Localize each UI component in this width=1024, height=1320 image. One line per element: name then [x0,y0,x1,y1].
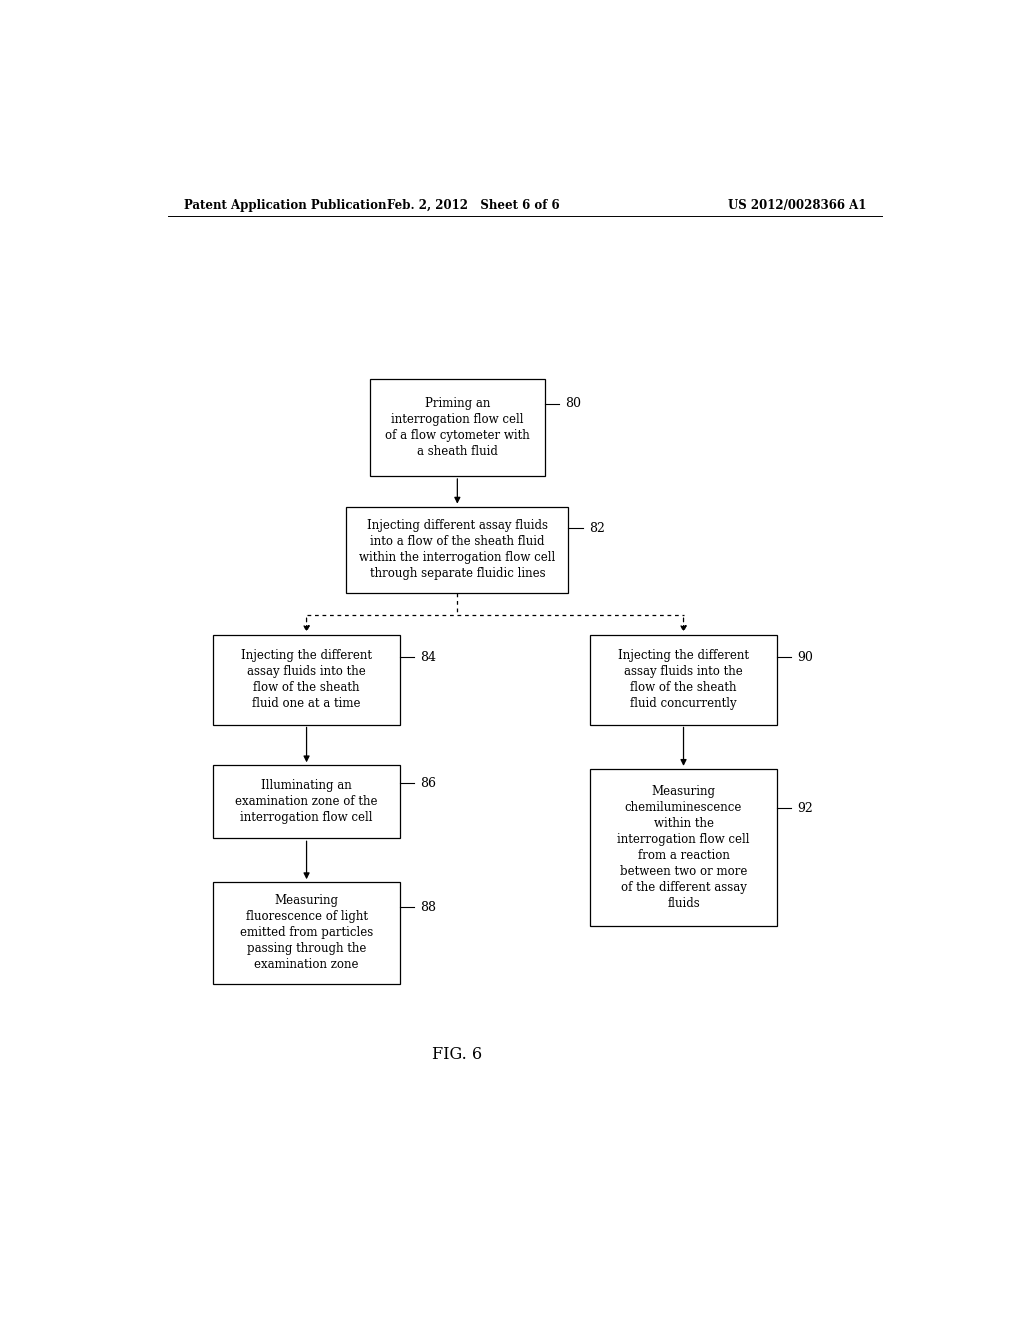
Text: Illuminating an
examination zone of the
interrogation flow cell: Illuminating an examination zone of the … [236,779,378,824]
Text: 90: 90 [798,651,813,664]
Text: 84: 84 [421,651,436,664]
Bar [213,766,399,838]
Text: FIG. 6: FIG. 6 [432,1047,482,1064]
Bar [590,768,777,927]
Text: 82: 82 [589,521,605,535]
Text: Injecting different assay fluids
into a flow of the sheath fluid
within the inte: Injecting different assay fluids into a … [359,519,555,581]
Text: 92: 92 [798,801,813,814]
Text: Measuring
chemiluminescence
within the
interrogation flow cell
from a reaction
b: Measuring chemiluminescence within the i… [617,785,750,909]
Bar [213,882,399,983]
Text: Patent Application Publication: Patent Application Publication [183,198,386,211]
Bar [370,379,545,477]
Bar [346,507,568,593]
Bar [213,635,399,725]
Text: 88: 88 [421,902,436,913]
Text: Injecting the different
assay fluids into the
flow of the sheath
fluid one at a : Injecting the different assay fluids int… [241,649,372,710]
Text: 80: 80 [565,397,582,411]
Text: Priming an
interrogation flow cell
of a flow cytometer with
a sheath fluid: Priming an interrogation flow cell of a … [385,397,529,458]
Bar [590,635,777,725]
Text: Feb. 2, 2012   Sheet 6 of 6: Feb. 2, 2012 Sheet 6 of 6 [387,198,559,211]
Text: US 2012/0028366 A1: US 2012/0028366 A1 [728,198,866,211]
Text: Measuring
fluorescence of light
emitted from particles
passing through the
exami: Measuring fluorescence of light emitted … [240,895,373,972]
Text: 86: 86 [421,777,436,789]
Text: Injecting the different
assay fluids into the
flow of the sheath
fluid concurren: Injecting the different assay fluids int… [618,649,749,710]
